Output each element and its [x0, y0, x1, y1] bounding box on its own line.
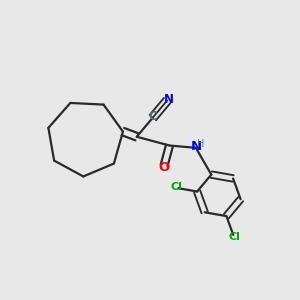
Text: C: C — [148, 110, 157, 123]
Text: N: N — [164, 93, 173, 106]
Text: N: N — [191, 140, 202, 153]
Text: Cl: Cl — [171, 182, 182, 192]
Text: H: H — [197, 139, 205, 149]
Text: Cl: Cl — [228, 232, 240, 242]
Text: O: O — [158, 161, 170, 174]
